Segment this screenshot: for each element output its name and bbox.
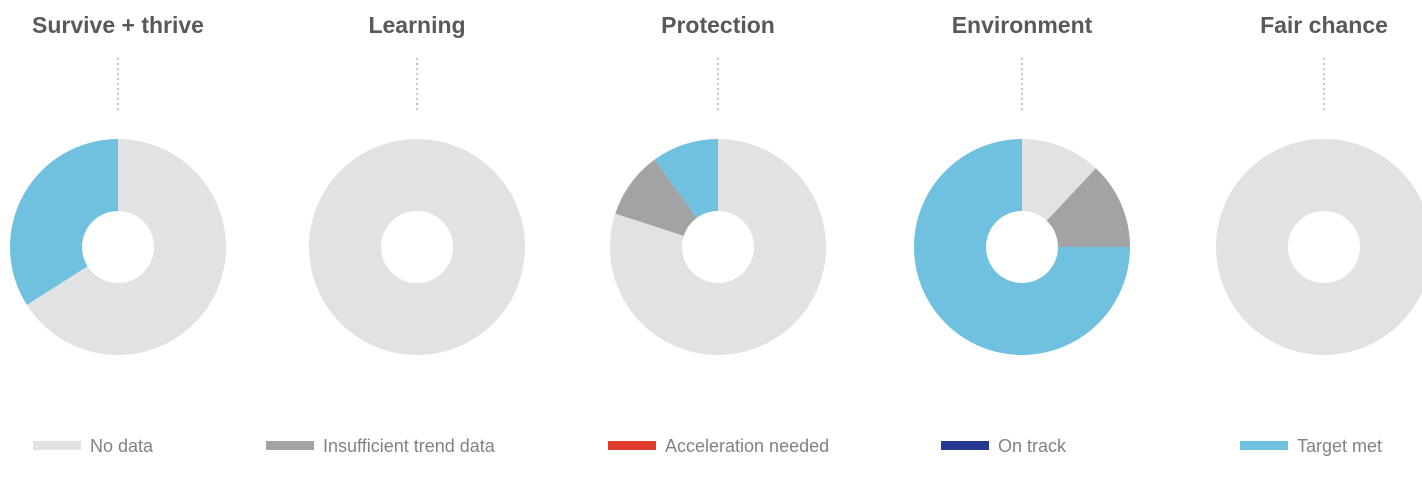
slice-no-data — [1022, 139, 1096, 221]
legend-swatch-acceleration-needed — [608, 441, 656, 450]
chart-title: Environment — [952, 12, 1093, 38]
slice-no-data — [26, 139, 226, 356]
legend: No data Insufficient trend data Accelerati… — [33, 436, 1382, 456]
slice-no-data — [609, 139, 826, 356]
slice-target-met — [914, 139, 1130, 355]
donut-survive-thrive: Survive + thrive — [10, 12, 226, 356]
chart-title: Fair chance — [1260, 12, 1388, 38]
chart-title: Learning — [368, 12, 465, 38]
chart-title: Protection — [661, 12, 775, 38]
slice-target-met — [654, 139, 718, 218]
legend-label-acceleration-needed: Acceleration needed — [665, 436, 829, 456]
legend-label-on-track: On track — [998, 436, 1067, 456]
slice-no-data — [1216, 139, 1422, 355]
slice-no-data — [309, 139, 525, 355]
legend-swatch-on-track — [941, 441, 989, 450]
legend-label-insufficient-trend-data: Insufficient trend data — [323, 436, 496, 456]
legend-label-no-data: No data — [90, 436, 154, 456]
slice-insufficient-trend-data — [1046, 168, 1130, 247]
legend-swatch-insufficient-trend-data — [266, 441, 314, 450]
donut-fair-chance: Fair chance — [1216, 12, 1422, 355]
donut-environment: Environment — [914, 12, 1130, 355]
legend-swatch-target-met — [1240, 441, 1288, 450]
slice-insufficient-trend-data — [615, 159, 697, 236]
donut-protection: Protection — [609, 12, 826, 356]
chart-title: Survive + thrive — [32, 12, 204, 38]
legend-swatch-no-data — [33, 441, 81, 450]
donut-learning: Learning — [309, 12, 525, 355]
slice-target-met — [10, 139, 119, 305]
legend-label-target-met: Target met — [1297, 436, 1382, 456]
